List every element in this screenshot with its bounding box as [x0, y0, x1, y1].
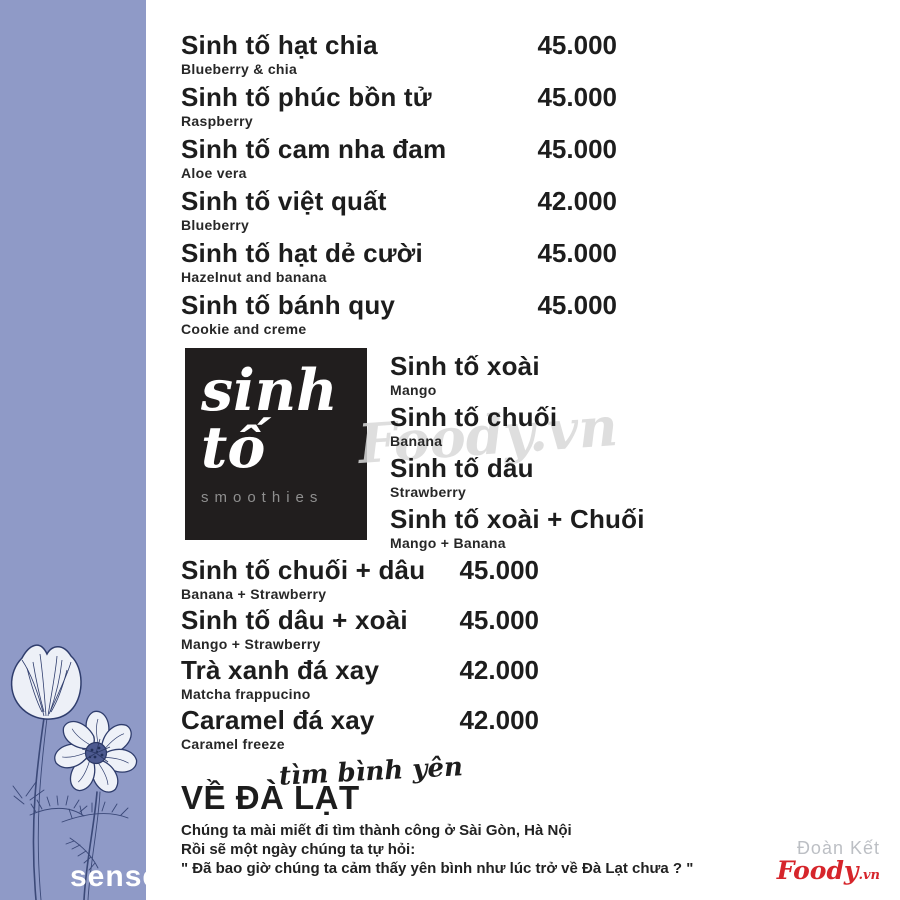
menu-item: Sinh tố dâu Strawberry	[390, 454, 690, 505]
item-price: 45.000	[537, 30, 617, 60]
menu-item: Caramel đá xay Caramel freeze 42.000	[181, 706, 539, 756]
smoothies-logo-line2: tố	[201, 414, 266, 481]
item-desc: Raspberry	[181, 113, 253, 129]
menu-item: Sinh tố dâu + xoài Mango + Strawberry 45…	[181, 606, 539, 656]
quote-script-text: tìm bình yên	[278, 752, 464, 792]
sense-logo: sense	[70, 860, 161, 893]
foody-logo: Foody.vn	[776, 856, 880, 888]
foody-logo-suffix: .vn	[858, 868, 880, 883]
menu-item: Sinh tố hạt dẻ cười Hazelnut and banana …	[181, 239, 617, 291]
item-name: Sinh tố cam nha đam	[181, 134, 447, 164]
item-desc: Blueberry	[181, 217, 250, 233]
foliage-sprigs	[12, 781, 129, 871]
smoothies-logo-line1: sinh	[201, 357, 338, 424]
item-price: 42.000	[537, 186, 617, 216]
foody-corner-watermark: Đoàn Kết Foody.vn	[777, 838, 880, 888]
item-name: Caramel đá xay	[181, 705, 375, 735]
item-desc: Banana + Strawberry	[181, 586, 327, 602]
item-desc: Mango + Strawberry	[181, 636, 321, 652]
quote-line: Chúng ta mài miết đi tìm thành công ở Sà…	[181, 822, 572, 839]
menu-section-beside-box: Sinh tố xoài Mango Sinh tố chuối Banana …	[390, 352, 690, 556]
item-name: Sinh tố dâu + xoài	[181, 605, 408, 635]
menu-item: Sinh tố phúc bồn tử Raspberry 45.000	[181, 83, 617, 135]
item-desc: Cookie and creme	[181, 321, 307, 337]
quote-headline: VỀ ĐÀ LẠT	[181, 779, 360, 816]
menu-item: Sinh tố chuối + dâu Banana + Strawberry …	[181, 556, 539, 606]
item-desc: Mango + Banana	[390, 535, 506, 551]
item-price: 45.000	[537, 134, 617, 164]
poppy-flowers-illustration	[10, 644, 138, 900]
item-desc: Blueberry & chia	[181, 61, 298, 77]
quote-line: Rồi sẽ một ngày chúng ta tự hỏi:	[181, 841, 416, 858]
tulip-flower	[10, 644, 82, 720]
menu-item: Sinh tố chuối Banana	[390, 403, 690, 454]
item-name: Sinh tố chuối	[390, 402, 558, 432]
item-name: Sinh tố hạt dẻ cười	[181, 238, 423, 268]
item-price: 42.000	[459, 655, 539, 685]
item-name: Sinh tố bánh quy	[181, 290, 396, 320]
item-name: Sinh tố dâu	[390, 453, 534, 483]
item-name: Sinh tố hạt chia	[181, 30, 378, 60]
item-price: 45.000	[537, 82, 617, 112]
menu-section-bottom: Sinh tố chuối + dâu Banana + Strawberry …	[181, 556, 539, 756]
item-price: 45.000	[459, 605, 539, 635]
menu-section-top: Sinh tố hạt chia Blueberry & chia 45.000…	[181, 31, 617, 343]
menu-item: Sinh tố bánh quy Cookie and creme 45.000	[181, 291, 617, 343]
item-price: 42.000	[459, 705, 539, 735]
item-name: Sinh tố chuối + dâu	[181, 555, 426, 585]
item-name: Sinh tố xoài + Chuối	[390, 504, 645, 534]
item-price: 45.000	[537, 238, 617, 268]
smoothies-logo-subtitle: smoothies	[201, 489, 324, 506]
menu-item: Sinh tố cam nha đam Aloe vera 45.000	[181, 135, 617, 187]
item-desc: Mango	[390, 382, 437, 398]
item-desc: Strawberry	[390, 484, 467, 500]
item-price: 45.000	[459, 555, 539, 585]
item-price: 45.000	[537, 290, 617, 320]
quote-block: tìm bình yên VỀ ĐÀ LẠT Chúng ta mài miết…	[181, 752, 694, 878]
item-desc: Banana	[390, 433, 443, 449]
menu-item: Sinh tố hạt chia Blueberry & chia 45.000	[181, 31, 617, 83]
item-name: Sinh tố phúc bồn tử	[181, 82, 432, 112]
foody-logo-text: Foody	[776, 856, 859, 885]
quote-line: " Đã bao giờ chúng ta cảm thấy yên bình …	[181, 860, 694, 877]
menu-item: Sinh tố xoài + Chuối Mango + Banana	[390, 505, 690, 556]
open-poppy-flower	[54, 710, 138, 793]
item-desc: Aloe vera	[181, 165, 247, 181]
item-desc: Matcha frappucino	[181, 686, 311, 702]
item-name: Trà xanh đá xay	[181, 655, 380, 685]
item-name: Sinh tố xoài	[390, 351, 540, 381]
menu-item: Trà xanh đá xay Matcha frappucino 42.000	[181, 656, 539, 706]
item-name: Sinh tố việt quất	[181, 186, 387, 216]
smoothies-logo-box: sinh tố smoothies	[185, 348, 367, 540]
side-band: sense	[0, 0, 159, 900]
menu-item: Sinh tố việt quất Blueberry 42.000	[181, 187, 617, 239]
item-desc: Hazelnut and banana	[181, 269, 327, 285]
doan-ket-label: Đoàn Kết	[796, 838, 880, 858]
item-desc: Caramel freeze	[181, 736, 285, 752]
menu-item: Sinh tố xoài Mango	[390, 352, 690, 403]
